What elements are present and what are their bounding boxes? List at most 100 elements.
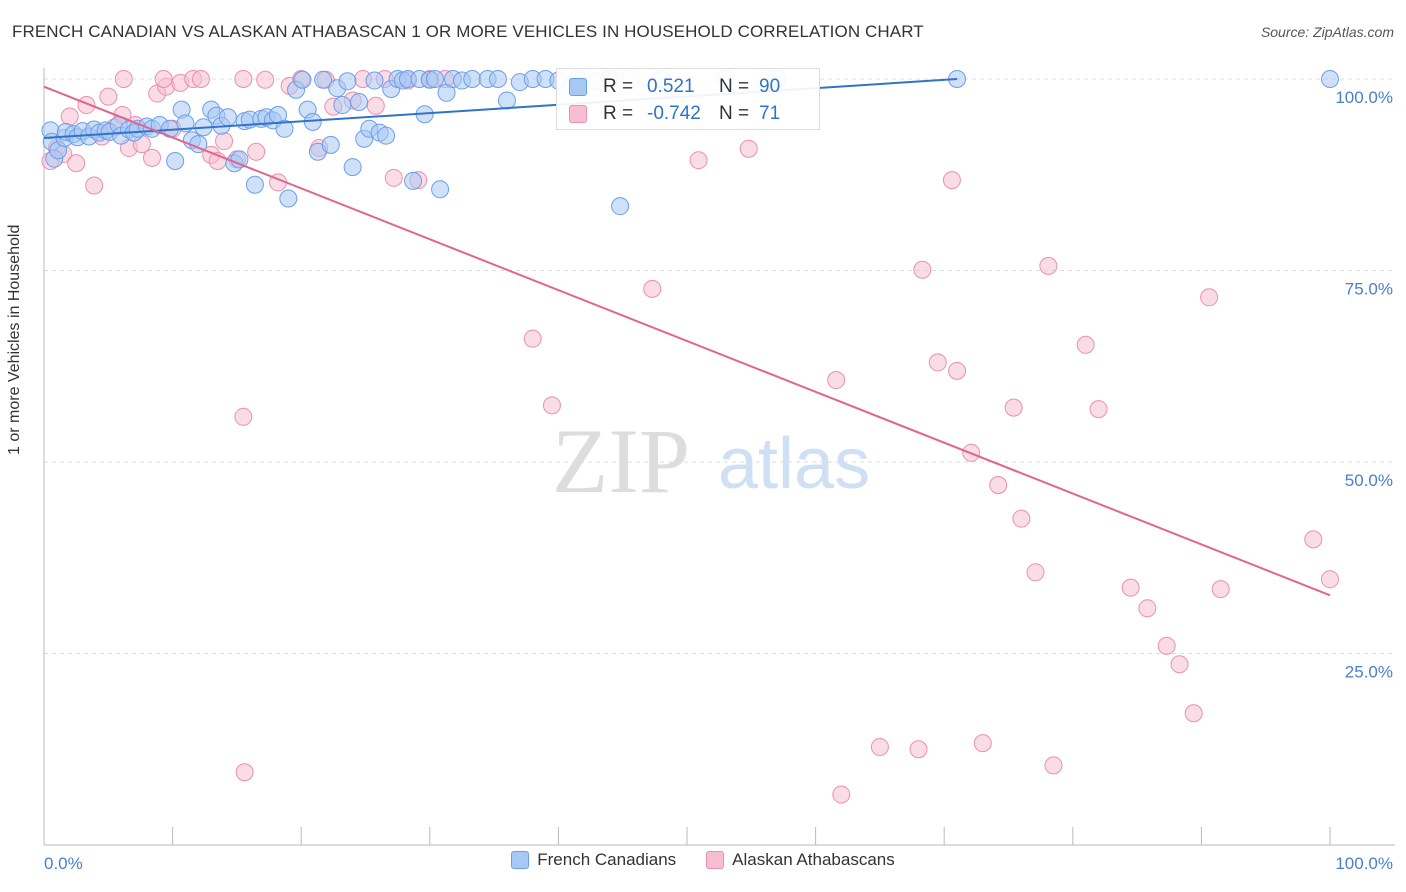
data-point-alaskan-athabascan bbox=[235, 763, 254, 782]
data-point-alaskan-athabascan bbox=[247, 142, 266, 161]
x-tick-label-min: 0.0% bbox=[44, 854, 83, 873]
chart-title: FRENCH CANADIAN VS ALASKAN ATHABASCAN 1 … bbox=[12, 22, 924, 41]
data-point-alaskan-athabascan bbox=[928, 353, 947, 372]
r-label: R = bbox=[603, 76, 634, 97]
y-axis-label: 1 or more Vehicles in Household bbox=[6, 224, 23, 455]
data-point-alaskan-athabascan bbox=[234, 70, 253, 88]
y-tick-label: 50.0% bbox=[1345, 471, 1393, 490]
data-point-alaskan-athabascan bbox=[1211, 580, 1230, 599]
data-point-french-canadian bbox=[293, 70, 312, 89]
data-point-alaskan-athabascan bbox=[234, 407, 253, 426]
grid bbox=[44, 78, 1395, 654]
data-point-alaskan-athabascan bbox=[67, 154, 86, 173]
legend-label: Alaskan Athabascans bbox=[732, 850, 895, 869]
data-point-alaskan-athabascan bbox=[256, 70, 275, 89]
x-tick-label-max: 100.0% bbox=[1335, 854, 1393, 873]
r-value: -0.742 bbox=[647, 103, 701, 124]
data-point-french-canadian bbox=[365, 71, 384, 90]
stats-legend: R = 0.521 N = 90 R = -0.742 N = 71 bbox=[556, 68, 820, 130]
data-point-french-canadian bbox=[279, 189, 298, 208]
data-point-alaskan-athabascan bbox=[99, 87, 118, 106]
data-point-alaskan-athabascan bbox=[1012, 509, 1031, 528]
trend-line-alaskan-athabascans bbox=[43, 85, 1331, 597]
data-point-alaskan-athabascan bbox=[191, 70, 210, 88]
data-point-french-canadian bbox=[497, 91, 516, 110]
watermark-atlas: atlas bbox=[718, 424, 870, 504]
tick-labels: 25.0% 50.0% 75.0% 100.0% 0.0% 100.0% bbox=[44, 88, 1393, 873]
data-point-french-canadian bbox=[377, 126, 396, 145]
data-point-alaskan-athabascan bbox=[542, 396, 561, 415]
stats-row-pink: R = -0.742 N = 71 bbox=[569, 100, 780, 128]
legend: French Canadians Alaskan Athabascans bbox=[0, 850, 1406, 870]
data-point-alaskan-athabascan bbox=[1121, 578, 1140, 597]
data-point-french-canadian bbox=[321, 135, 340, 154]
data-point-alaskan-athabascan bbox=[1200, 288, 1219, 307]
data-point-alaskan-athabascan bbox=[1304, 530, 1323, 549]
data-point-alaskan-athabascan bbox=[913, 260, 932, 279]
data-point-alaskan-athabascan bbox=[1039, 256, 1058, 275]
data-point-french-canadian bbox=[431, 180, 450, 199]
series-alaskan-athabascans bbox=[41, 70, 1339, 804]
watermark-zip: ZIP bbox=[552, 410, 690, 512]
data-point-french-canadian bbox=[488, 70, 507, 88]
data-point-french-canadian bbox=[338, 72, 357, 91]
n-value: 71 bbox=[759, 103, 781, 124]
data-point-alaskan-athabascan bbox=[384, 168, 403, 187]
data-point-french-canadian bbox=[463, 70, 482, 88]
data-point-alaskan-athabascan bbox=[973, 734, 992, 753]
data-point-alaskan-athabascan bbox=[989, 475, 1008, 494]
data-point-alaskan-athabascan bbox=[689, 151, 708, 170]
r-value: 0.521 bbox=[647, 76, 695, 97]
data-point-alaskan-athabascan bbox=[832, 785, 851, 804]
data-point-french-canadian bbox=[343, 158, 362, 177]
data-point-alaskan-athabascan bbox=[1076, 335, 1095, 354]
data-point-alaskan-athabascan bbox=[60, 107, 79, 126]
y-tick-label: 100.0% bbox=[1335, 88, 1393, 107]
data-point-alaskan-athabascan bbox=[85, 176, 104, 195]
data-point-alaskan-athabascan bbox=[1321, 570, 1339, 589]
data-point-alaskan-athabascan bbox=[1026, 563, 1045, 582]
n-value: 90 bbox=[759, 76, 781, 97]
data-point-french-canadian bbox=[350, 92, 369, 111]
data-point-alaskan-athabascan bbox=[948, 361, 967, 380]
pink-swatch bbox=[569, 105, 587, 123]
r-label: R = bbox=[603, 103, 634, 124]
legend-item-french-canadians: French Canadians bbox=[511, 850, 676, 870]
blue-swatch bbox=[569, 78, 587, 96]
n-label: N = bbox=[719, 103, 750, 124]
data-point-french-canadian bbox=[230, 150, 249, 169]
data-point-alaskan-athabascan bbox=[215, 132, 234, 151]
data-point-french-canadian bbox=[333, 96, 352, 115]
data-point-alaskan-athabascan bbox=[909, 740, 928, 759]
data-point-french-canadian bbox=[166, 151, 185, 170]
data-point-alaskan-athabascan bbox=[143, 148, 162, 167]
data-point-french-canadian bbox=[314, 70, 333, 89]
data-point-alaskan-athabascan bbox=[114, 70, 133, 88]
data-point-alaskan-athabascan bbox=[827, 371, 846, 390]
data-point-alaskan-athabascan bbox=[739, 139, 758, 158]
legend-item-alaskan-athabascans: Alaskan Athabascans bbox=[706, 850, 895, 870]
data-point-french-canadian bbox=[611, 197, 630, 216]
y-tick-label: 25.0% bbox=[1345, 663, 1393, 682]
data-point-alaskan-athabascan bbox=[1138, 599, 1157, 618]
data-point-french-canadian bbox=[245, 175, 264, 194]
data-point-french-canadian bbox=[425, 70, 444, 88]
data-point-alaskan-athabascan bbox=[1170, 655, 1189, 674]
data-point-alaskan-athabascan bbox=[870, 737, 889, 756]
data-point-alaskan-athabascan bbox=[942, 171, 961, 190]
axes bbox=[43, 68, 1395, 846]
data-point-alaskan-athabascan bbox=[1004, 398, 1023, 417]
data-point-alaskan-athabascan bbox=[154, 70, 173, 88]
data-point-alaskan-athabascan bbox=[1157, 636, 1176, 655]
data-point-alaskan-athabascan bbox=[1044, 756, 1063, 775]
data-point-alaskan-athabascan bbox=[643, 279, 662, 298]
stats-row-blue: R = 0.521 N = 90 bbox=[569, 73, 780, 101]
legend-swatch-blue bbox=[511, 851, 530, 869]
n-label: N = bbox=[719, 76, 750, 97]
data-point-french-canadian bbox=[404, 171, 423, 190]
y-tick-label: 75.0% bbox=[1345, 280, 1393, 299]
data-point-alaskan-athabascan bbox=[1184, 704, 1203, 723]
legend-swatch-pink bbox=[706, 851, 725, 869]
data-point-french-canadian bbox=[218, 108, 237, 127]
